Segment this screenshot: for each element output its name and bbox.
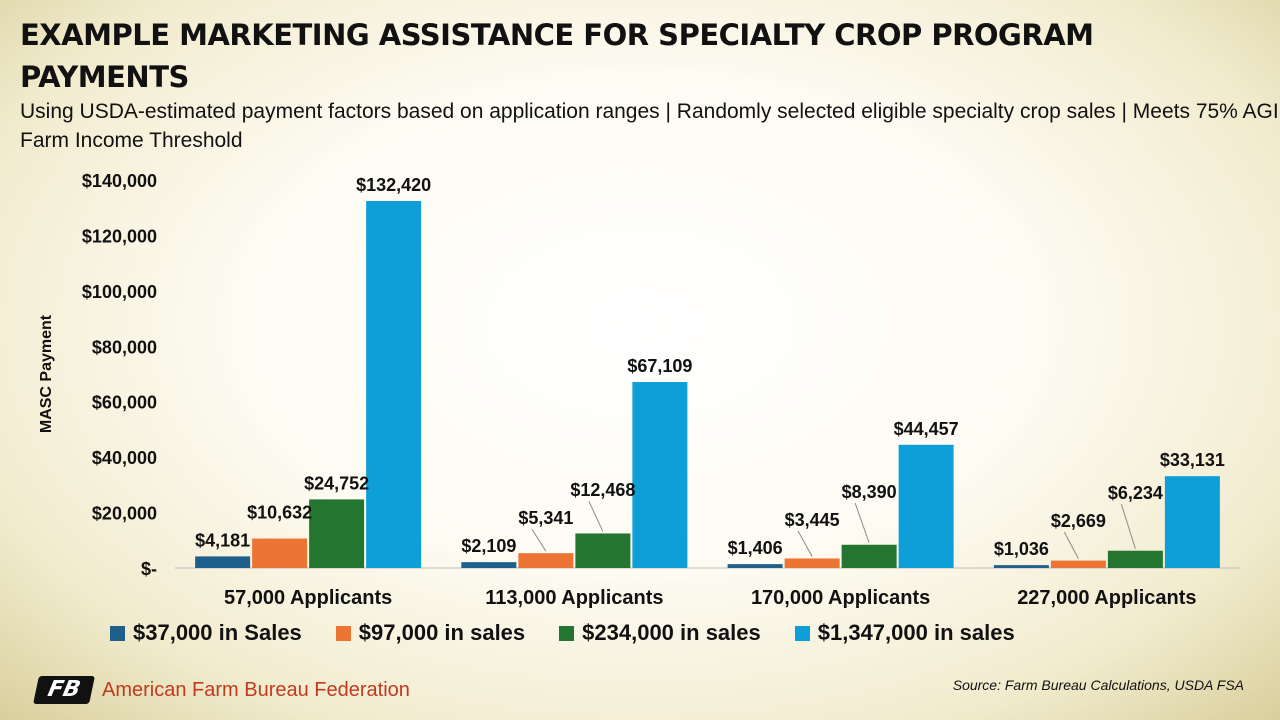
bar-series-1 — [727, 564, 783, 568]
data-label: $4,181 — [195, 530, 250, 550]
data-label-leader — [531, 528, 547, 552]
bar-series-3 — [1107, 550, 1163, 568]
y-tick-label: $- — [141, 559, 157, 579]
data-label: $33,131 — [1160, 450, 1225, 470]
afbf-logo: FB American Farm Bureau Federation — [33, 676, 410, 704]
data-label-leader — [1120, 503, 1136, 549]
data-label: $1,406 — [728, 538, 783, 558]
bar-series-1 — [195, 556, 251, 568]
bar-series-2 — [518, 553, 574, 568]
bar-series-3 — [309, 499, 365, 568]
bar-series-1 — [461, 562, 517, 568]
fb-logo-mark: FB — [33, 676, 95, 704]
y-tick-label: $60,000 — [92, 393, 157, 413]
data-label-leader — [797, 530, 813, 557]
legend-swatch-series-1 — [110, 625, 125, 641]
legend-swatch-series-4 — [794, 625, 810, 641]
bar-series-1 — [993, 565, 1049, 568]
legend-label-series-3: $234,000 in sales — [582, 620, 761, 645]
chart-legend: $37,000 in Sales $97,000 in sales $234,0… — [110, 617, 1015, 649]
x-tick-label: 170,000 Applicants — [751, 587, 930, 609]
data-label: $132,420 — [356, 175, 431, 195]
data-label: $6,234 — [1108, 483, 1163, 503]
y-tick-label: $120,000 — [82, 226, 157, 246]
legend-label-series-2: $97,000 in sales — [358, 620, 526, 645]
data-label: $5,341 — [518, 508, 573, 528]
chart-title: EXAMPLE MARKETING ASSISTANCE FOR SPECIAL… — [20, 18, 1094, 94]
data-label: $44,457 — [894, 419, 959, 439]
data-label: $2,669 — [1051, 511, 1106, 531]
data-label: $8,390 — [842, 482, 897, 502]
data-label-leader — [588, 500, 604, 532]
bar-series-4 — [898, 444, 954, 568]
x-tick-label: 227,000 Applicants — [1017, 587, 1196, 609]
bar-series-3 — [841, 544, 897, 568]
data-label: $12,468 — [570, 480, 635, 500]
y-tick-label: $140,000 — [82, 171, 157, 191]
bar-chart: $- $20,000 $40,000 $60,000 $80,000 $100,000 $1… — [38, 171, 1240, 609]
legend-item-series-3: $234,000 in sales — [559, 620, 761, 646]
bar-series-4 — [366, 201, 422, 568]
y-tick-label: $100,000 — [82, 282, 157, 302]
data-label: $3,445 — [785, 510, 840, 530]
data-label: $1,036 — [994, 539, 1049, 559]
data-label-leader — [1063, 531, 1079, 559]
source-note: Source: Farm Bureau Calculations, USDA F… — [952, 677, 1244, 693]
data-label: $24,752 — [304, 473, 369, 493]
y-tick-label: $40,000 — [92, 448, 157, 468]
bar-series-4 — [1164, 476, 1220, 568]
legend-label-series-1: $37,000 in Sales — [133, 620, 302, 645]
legend-item-series-1: $37,000 in Sales — [110, 620, 302, 646]
bar-series-2 — [1050, 560, 1106, 568]
data-label: $67,109 — [627, 356, 692, 376]
organization-name: American Farm Bureau Federation — [102, 678, 410, 701]
x-tick-label: 113,000 Applicants — [485, 587, 663, 609]
y-tick-label: $80,000 — [92, 337, 157, 357]
legend-item-series-2: $97,000 in sales — [335, 620, 526, 646]
legend-label-series-4: $1,347,000 in sales — [817, 620, 1015, 645]
bar-series-3 — [575, 533, 631, 568]
bar-series-2 — [784, 558, 840, 568]
legend-item-series-4: $1,347,000 in sales — [794, 620, 1015, 646]
y-axis-title: MASC Payment — [38, 314, 55, 433]
data-label-leader — [854, 502, 870, 543]
x-tick-label: 57,000 Applicants — [224, 587, 392, 609]
bar-series-2 — [252, 538, 308, 568]
legend-swatch-series-2 — [335, 625, 351, 641]
y-tick-label: $20,000 — [92, 504, 157, 524]
bar-series-4 — [632, 382, 688, 568]
data-label: $2,109 — [461, 536, 516, 556]
data-label: $10,632 — [247, 502, 312, 522]
legend-swatch-series-3 — [559, 625, 575, 641]
chart-subtitle: Using USDA-estimated payment factors bas… — [20, 100, 1279, 152]
